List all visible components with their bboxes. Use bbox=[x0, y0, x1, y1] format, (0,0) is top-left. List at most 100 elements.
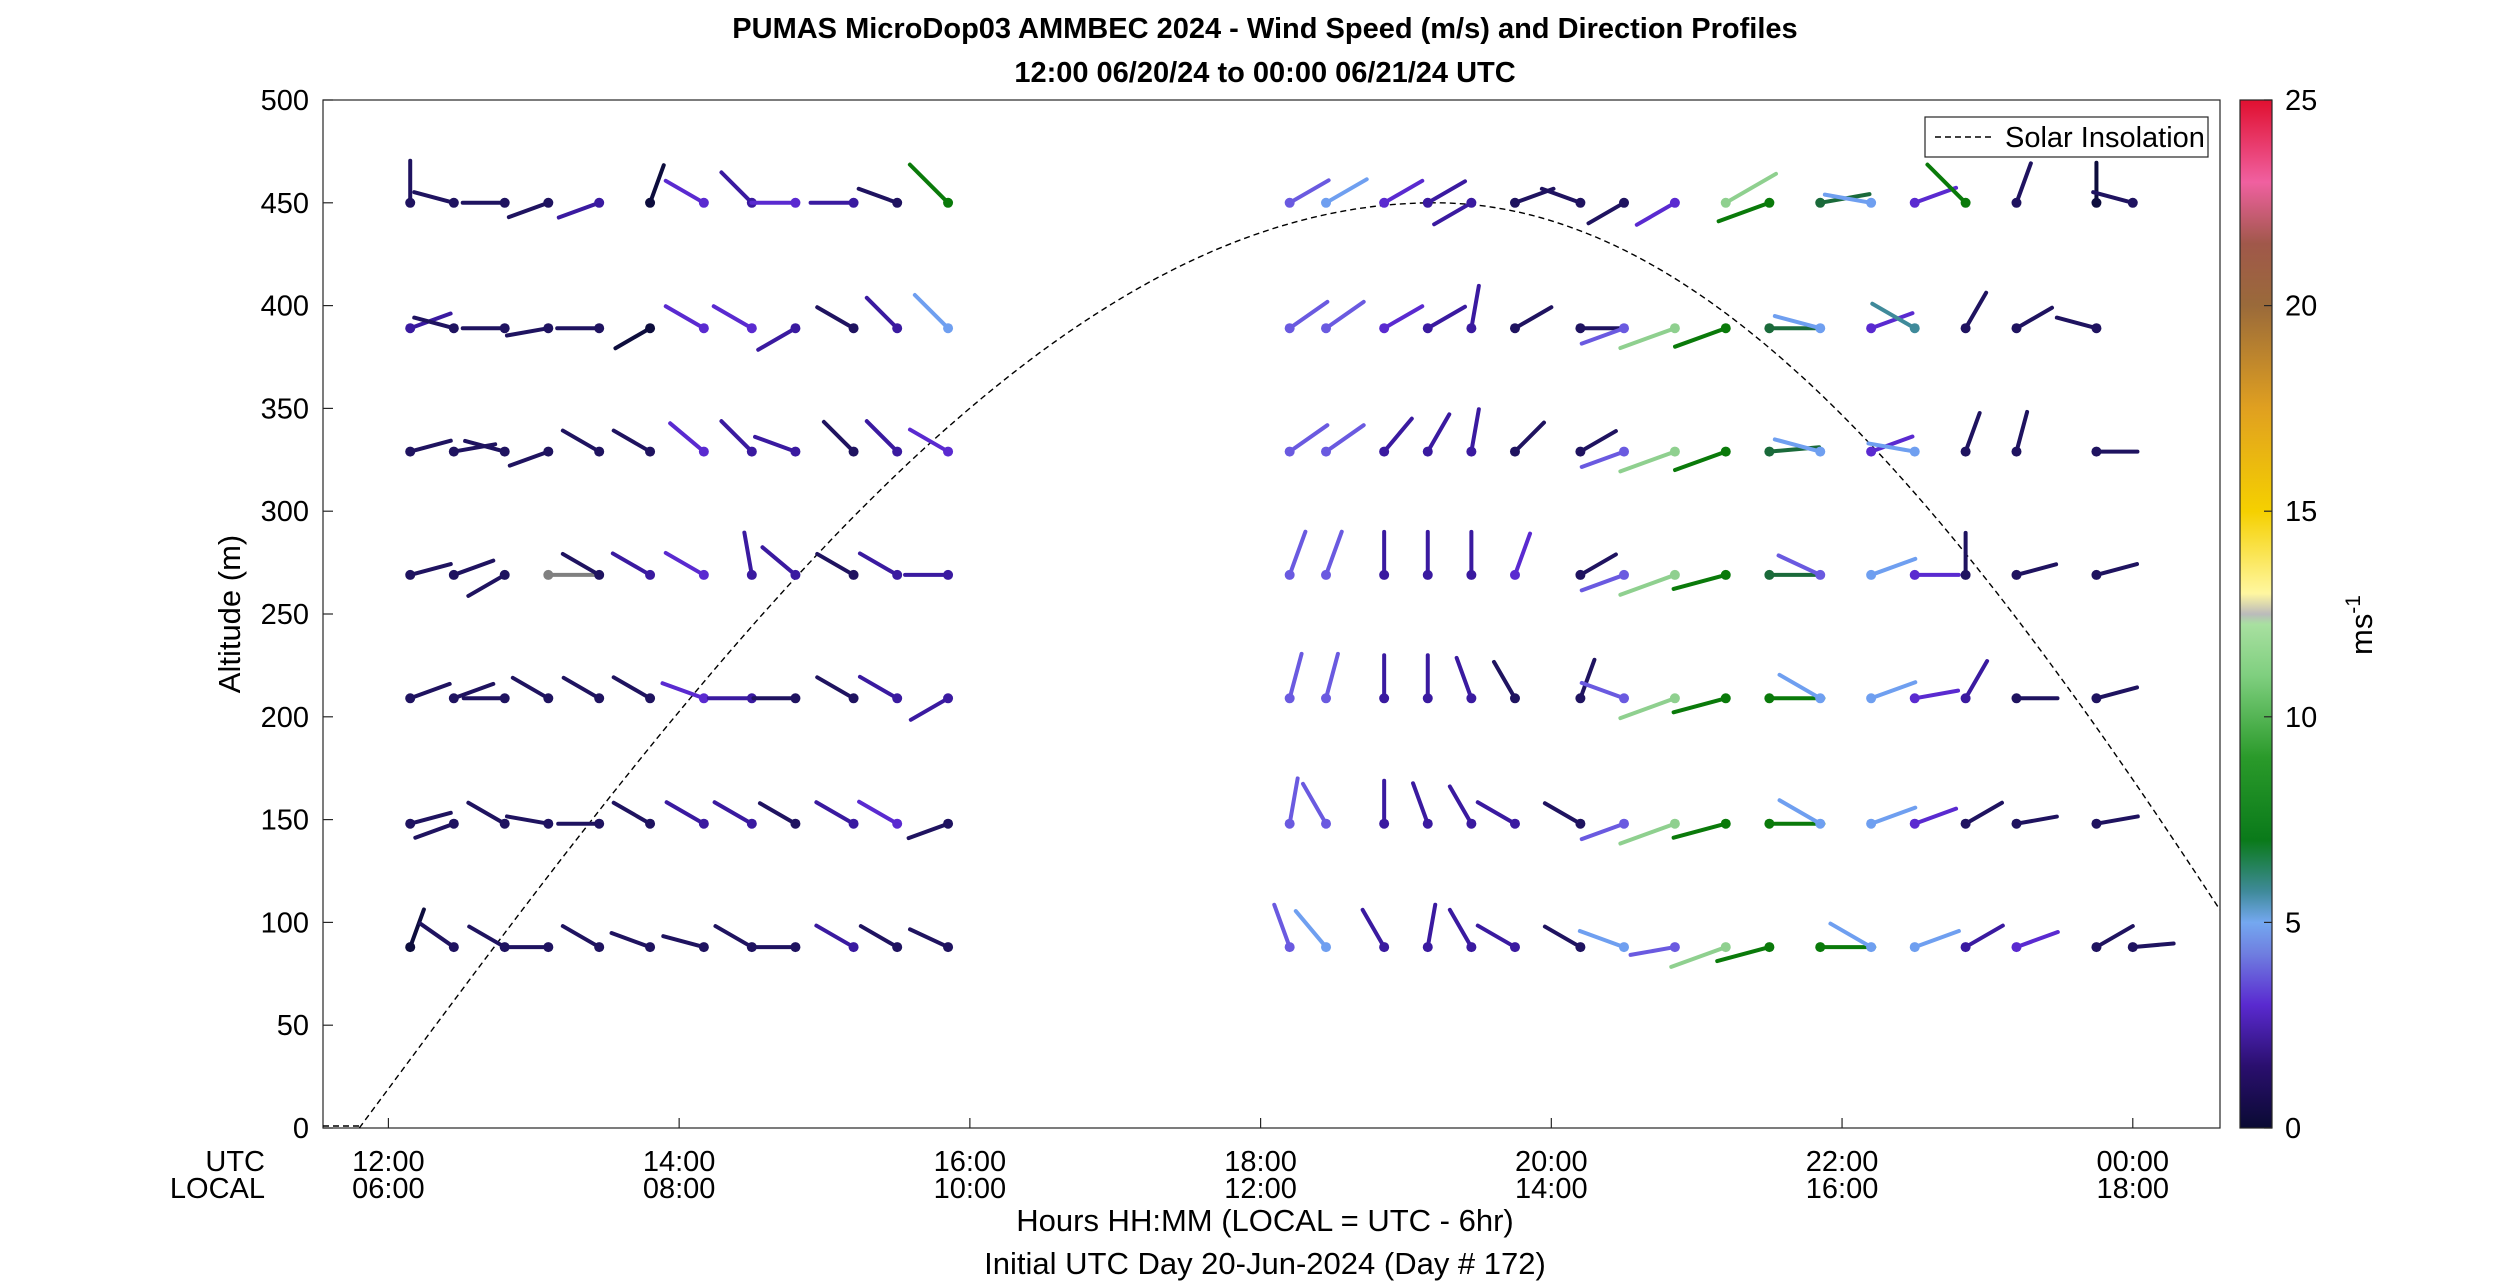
wind-barb-shaft bbox=[660, 681, 706, 701]
wind-barb-point bbox=[698, 942, 709, 953]
wind-barb-point bbox=[1575, 942, 1586, 953]
wind-barb bbox=[460, 197, 510, 208]
wind-barb bbox=[2011, 409, 2030, 457]
wind-barb-point bbox=[892, 818, 903, 829]
wind-barb bbox=[1909, 688, 1961, 704]
wind-barb-shaft bbox=[1382, 304, 1425, 331]
wind-barb-point bbox=[448, 197, 459, 208]
wind-barb-point bbox=[790, 693, 801, 704]
wind-barb bbox=[815, 551, 859, 580]
wind-barb bbox=[1673, 323, 1731, 349]
wind-barb-point bbox=[405, 942, 416, 953]
wind-barb-shaft bbox=[610, 551, 653, 577]
wind-barb bbox=[1866, 441, 1920, 457]
wind-barb-shaft bbox=[756, 326, 798, 352]
wind-barb-point bbox=[943, 942, 954, 953]
wind-barb-shaft bbox=[2091, 190, 2135, 205]
wind-barb bbox=[2011, 930, 2060, 953]
wind-barb bbox=[1284, 776, 1300, 829]
wind-barb bbox=[1764, 323, 1822, 334]
wind-barb bbox=[908, 693, 954, 722]
wind-barb-shaft bbox=[1469, 283, 1481, 331]
wind-barb-shaft bbox=[504, 326, 551, 338]
wind-barb-point bbox=[1720, 693, 1731, 704]
wind-barb bbox=[418, 921, 459, 953]
wind-barb bbox=[814, 923, 859, 953]
wind-barb-point bbox=[1422, 197, 1433, 208]
x-tick-utc: 14:00 bbox=[643, 1146, 716, 1178]
wind-barb bbox=[1671, 693, 1731, 715]
wind-barb bbox=[555, 323, 605, 334]
wind-barb-point bbox=[1466, 569, 1477, 580]
wind-barb-point bbox=[1909, 323, 1920, 334]
wind-barb-shaft bbox=[2014, 930, 2060, 950]
wind-barb-shaft bbox=[1912, 688, 1961, 701]
wind-barb-shaft bbox=[2054, 315, 2099, 331]
wind-barb bbox=[2091, 924, 2135, 953]
wind-barb bbox=[543, 569, 601, 580]
wind-barb bbox=[808, 197, 859, 208]
wind-barb-point bbox=[405, 818, 416, 829]
wind-barb-point bbox=[405, 693, 416, 704]
wind-barb-point bbox=[1619, 942, 1630, 953]
wind-barb bbox=[864, 419, 903, 457]
wind-barb bbox=[507, 446, 554, 468]
x-tick-local: 06:00 bbox=[352, 1173, 425, 1205]
wind-barb bbox=[2011, 814, 2059, 829]
wind-barb-point bbox=[448, 818, 459, 829]
wind-barb bbox=[1360, 907, 1390, 953]
wind-barb bbox=[405, 562, 453, 580]
wind-barb bbox=[466, 800, 510, 829]
wind-barb-shaft bbox=[857, 674, 900, 701]
wind-barb-shaft bbox=[753, 434, 798, 454]
wind-barb-point bbox=[1960, 446, 1971, 457]
wind-barb bbox=[1379, 653, 1390, 704]
wind-barb bbox=[912, 292, 954, 334]
wind-barb bbox=[1828, 921, 1877, 953]
wind-barb bbox=[510, 675, 554, 704]
wind-barb bbox=[506, 197, 554, 220]
wind-barb bbox=[560, 924, 605, 953]
wind-barb-shaft bbox=[1618, 449, 1677, 474]
wind-barb-shaft bbox=[1425, 902, 1438, 950]
wind-barb-shaft bbox=[1382, 416, 1414, 454]
wind-barb-point bbox=[1815, 323, 1826, 334]
wind-barb-point bbox=[790, 942, 801, 953]
wind-barb bbox=[907, 162, 954, 208]
wind-barb bbox=[1321, 651, 1340, 704]
wind-barb-shaft bbox=[2094, 685, 2140, 701]
wind-barb-point bbox=[499, 693, 510, 704]
wind-barb-point bbox=[1669, 569, 1680, 580]
wind-barb-shaft bbox=[856, 186, 900, 205]
wind-barb-shaft bbox=[2094, 562, 2140, 577]
wind-barb-point bbox=[645, 197, 656, 208]
wind-barb bbox=[1539, 186, 1586, 208]
wind-barb-point bbox=[2011, 323, 2022, 334]
wind-barb-shaft bbox=[719, 170, 754, 205]
wind-barb-point bbox=[1619, 197, 1630, 208]
wind-barb-point bbox=[1764, 446, 1775, 457]
utc-row-label: UTC bbox=[205, 1146, 265, 1178]
wind-barb-point bbox=[1509, 942, 1520, 953]
wind-barb bbox=[1669, 942, 1731, 969]
wind-barb-shaft bbox=[1324, 299, 1366, 331]
wind-barb-point bbox=[2011, 818, 2022, 829]
wind-barb-point bbox=[1960, 323, 1971, 334]
wind-barb-point bbox=[2091, 446, 2102, 457]
wind-barb-point bbox=[698, 569, 709, 580]
x-axis-label: Hours HH:MM (LOCAL = UTC - 6hr) bbox=[1016, 1203, 1514, 1238]
wind-barb-shaft bbox=[711, 304, 754, 331]
wind-barb bbox=[1422, 179, 1468, 208]
wind-barb-shaft bbox=[1870, 301, 1917, 331]
wind-barb-point bbox=[1866, 446, 1877, 457]
wind-barb bbox=[1284, 529, 1308, 580]
wind-barb-point bbox=[2091, 197, 2102, 208]
wind-barb-point bbox=[1379, 569, 1390, 580]
wind-barb bbox=[1411, 781, 1433, 829]
wind-barb bbox=[1475, 800, 1520, 829]
wind-barb-shaft bbox=[857, 799, 900, 826]
colorbar-label: ms-1 bbox=[2342, 595, 2379, 655]
wind-barb bbox=[1618, 693, 1680, 721]
wind-barb-shaft bbox=[908, 927, 951, 950]
